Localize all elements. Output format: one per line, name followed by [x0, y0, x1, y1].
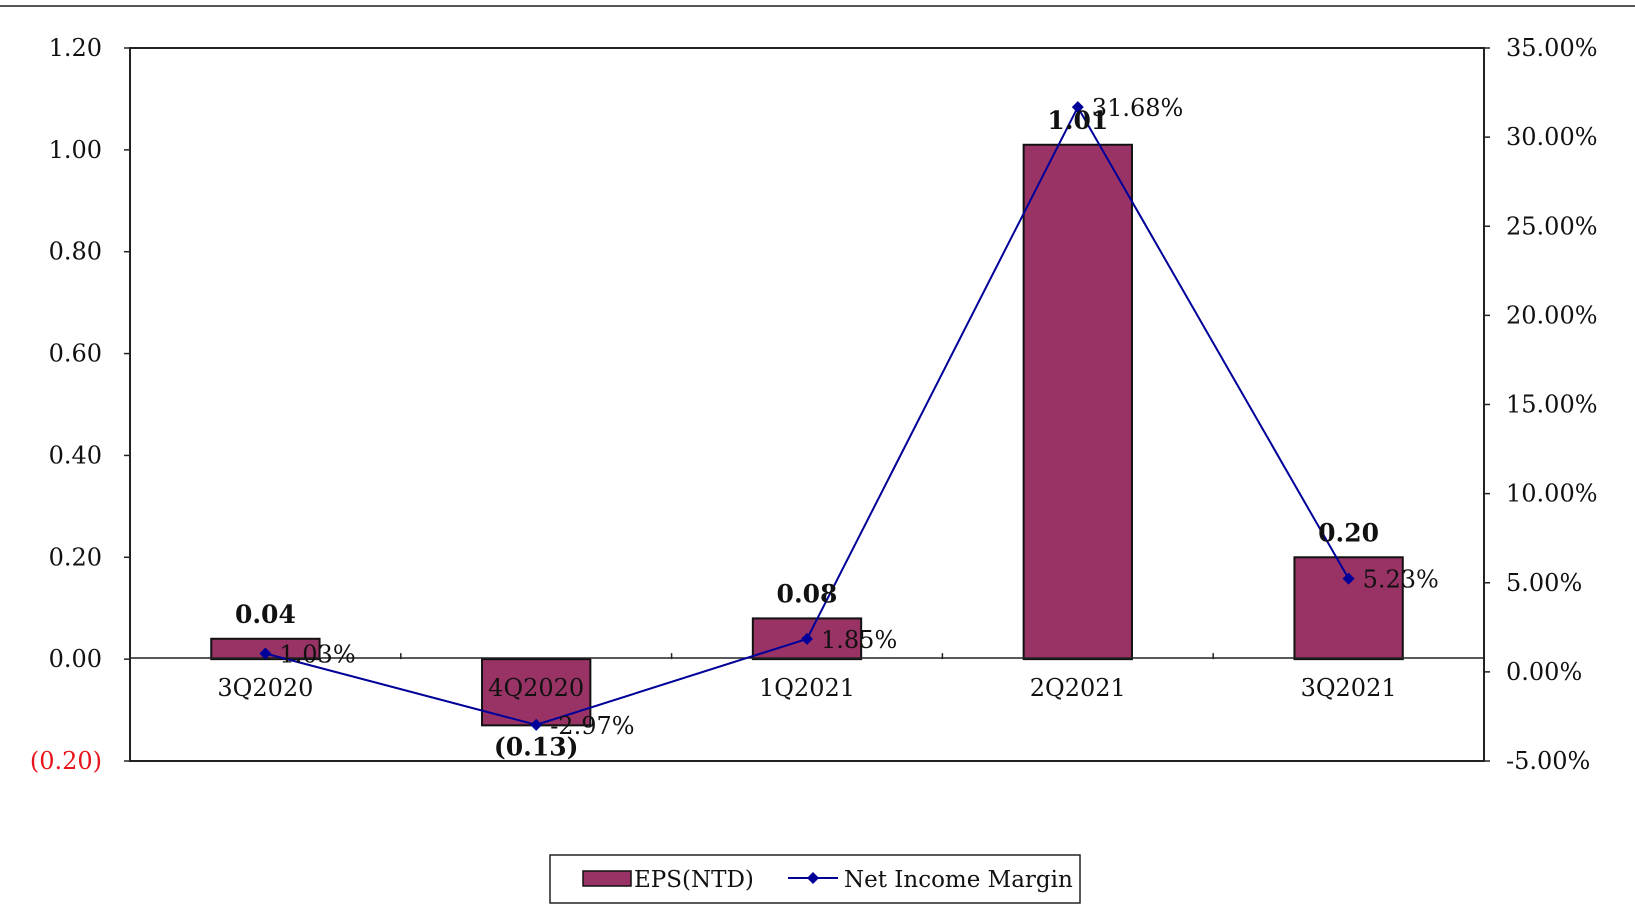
legend-marker-margin — [807, 872, 819, 884]
right-axis-tick-label: 15.00% — [1506, 391, 1598, 419]
right-axis-tick-label: 20.00% — [1506, 301, 1598, 329]
category-label: 1Q2021 — [759, 674, 855, 702]
right-axis-tick-label: 5.00% — [1506, 569, 1582, 597]
data-labels: 0.04 (0.13) 0.08 1.01 0.20 1.03% -2.97% 1.85% 31… — [235, 94, 1439, 761]
margin-value-label: 1.03% — [279, 641, 355, 669]
margin-line — [259, 101, 1355, 731]
margin-point-4Q2020 — [530, 718, 543, 731]
margin-value-label: 31.68% — [1092, 94, 1184, 122]
right-axis-tick-label: 0.00% — [1506, 658, 1582, 686]
right-axis-tick-label: -5.00% — [1506, 747, 1590, 775]
legend-label-margin: Net Income Margin — [844, 867, 1073, 893]
legend: EPS(NTD) Net Income Margin — [549, 854, 1081, 904]
left-axis-tick-label: (0.20) — [30, 747, 102, 775]
margin-value-label: 5.23% — [1363, 566, 1439, 594]
left-axis-tick-label: 0.00 — [49, 645, 102, 673]
eps-value-label: 0.08 — [777, 579, 838, 608]
eps-bars — [210, 143, 1404, 727]
margin-point-2Q2021 — [1071, 101, 1084, 114]
margin-value-label: 1.85% — [821, 626, 897, 654]
margin-point-3Q2020 — [259, 647, 272, 660]
margin-point-3Q2021 — [1342, 572, 1355, 585]
eps-value-label: 0.20 — [1318, 518, 1379, 547]
category-label: 3Q2020 — [217, 674, 313, 702]
category-label: 3Q2021 — [1301, 674, 1397, 702]
eps-bar-2Q2021 — [1022, 143, 1133, 661]
category-axis: 3Q2020 4Q2020 1Q2021 2Q2021 3Q2021 — [217, 653, 1397, 702]
right-axis-tick-label: 10.00% — [1506, 480, 1598, 508]
margin-value-label: -2.97% — [550, 712, 634, 740]
right-axis-tick-label: 30.00% — [1506, 123, 1598, 151]
left-axis-tick-label: 1.20 — [49, 34, 102, 62]
left-axis-tick-label: 1.00 — [49, 136, 102, 164]
legend-label-eps: EPS(NTD) — [634, 867, 754, 893]
left-axis-tick-label: 0.20 — [49, 543, 102, 571]
category-label: 4Q2020 — [488, 674, 584, 702]
left-axis: 1.20 1.00 0.80 0.60 0.40 0.20 0.00 (0.20) — [30, 34, 130, 775]
left-axis-tick-label: 0.60 — [49, 340, 102, 368]
left-axis-tick-label: 0.80 — [49, 238, 102, 266]
category-label: 2Q2021 — [1030, 674, 1126, 702]
left-axis-tick-label: 0.40 — [49, 441, 102, 469]
eps-value-label: 1.01 — [1047, 106, 1108, 135]
right-axis: 35.00% 30.00% 25.00% 20.00% 15.00% 10.00% 5.00… — [1484, 34, 1598, 775]
eps-value-label: (0.13) — [494, 732, 579, 761]
eps-value-label: 0.04 — [235, 600, 296, 629]
legend-swatch-eps — [582, 870, 632, 887]
right-axis-tick-label: 25.00% — [1506, 212, 1598, 240]
right-axis-tick-label: 35.00% — [1506, 34, 1598, 62]
margin-point-1Q2021 — [801, 632, 813, 645]
